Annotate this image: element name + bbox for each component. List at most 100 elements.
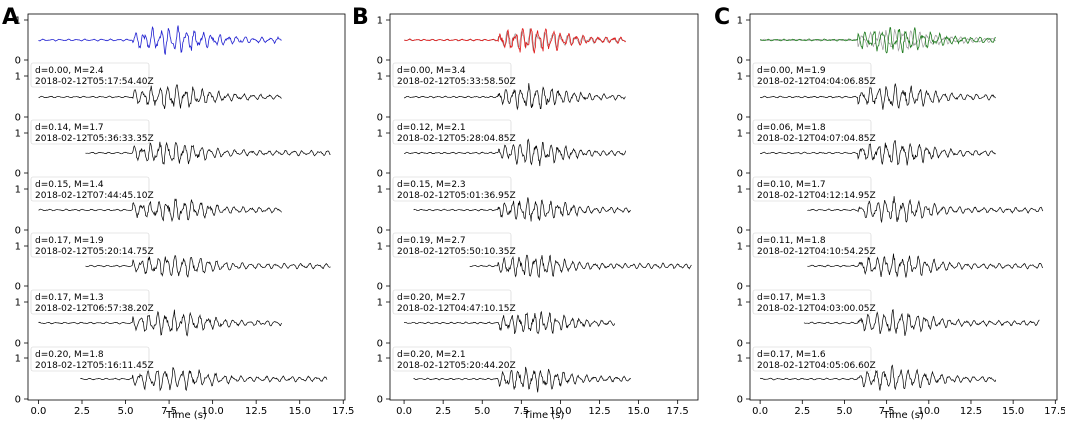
trace-label-box bbox=[752, 176, 872, 202]
y-tick-label: 0 bbox=[377, 56, 383, 67]
y-tick-label: 0 bbox=[15, 56, 21, 67]
x-tick-label: 15.0 bbox=[627, 406, 649, 417]
panel-letter: C bbox=[714, 5, 730, 30]
x-tick-label: 10.0 bbox=[549, 406, 571, 417]
y-tick-label: 1 bbox=[15, 354, 21, 365]
y-tick-label: 1 bbox=[737, 185, 743, 196]
trace-label-line1: d=0.15, M=1.4 bbox=[35, 180, 104, 190]
trace-label-line2: 2018-02-12T05:28:04.85Z bbox=[397, 134, 516, 144]
trace-label-line2: 2018-02-12T04:10:54.25Z bbox=[757, 247, 876, 257]
x-tick-label: 5.0 bbox=[837, 406, 853, 417]
trace-label-line1: d=0.00, M=2.4 bbox=[35, 66, 104, 76]
trace bbox=[85, 141, 331, 165]
trace-label-line2: 2018-02-12T04:07:04.85Z bbox=[757, 134, 876, 144]
y-tick-label: 1 bbox=[15, 298, 21, 309]
template-trace bbox=[38, 25, 282, 55]
y-tick-label: 1 bbox=[737, 298, 743, 309]
trace-label-line2: 2018-02-12T05:33:58.50Z bbox=[397, 77, 516, 87]
y-tick-label: 0 bbox=[737, 282, 743, 293]
trace-label-line1: d=0.00, M=3.4 bbox=[397, 66, 466, 76]
axes-frame bbox=[27, 13, 346, 401]
panel-letter: A bbox=[2, 5, 19, 30]
panel-b: B 0.0 2.5 5.0 7.5 10.0 12.5 15.0 17.5 Time (s) 1 0 1… bbox=[352, 5, 699, 421]
trace-label-box bbox=[392, 62, 512, 88]
trace-label-line2: 2018-02-12T05:16:11.45Z bbox=[35, 361, 154, 371]
template-overlay-trace bbox=[404, 28, 626, 51]
template-trace bbox=[759, 27, 996, 54]
trace bbox=[413, 197, 631, 222]
x-tick-label: 7.5 bbox=[879, 406, 895, 417]
trace-label-box bbox=[392, 119, 512, 145]
y-tick-label: 1 bbox=[737, 72, 743, 83]
y-tick-label: 0 bbox=[15, 395, 21, 406]
trace-label-line1: d=0.17, M=1.3 bbox=[35, 293, 104, 303]
trace-label-box bbox=[30, 176, 150, 202]
trace-label-line2: 2018-02-12T05:20:44.20Z bbox=[397, 361, 516, 371]
y-tick-label: 0 bbox=[737, 226, 743, 237]
trace bbox=[759, 364, 997, 391]
trace-label-box bbox=[752, 62, 872, 88]
trace-label-box bbox=[30, 346, 150, 372]
trace-label-line2: 2018-02-12T07:44:45.10Z bbox=[35, 191, 154, 201]
trace-label-line1: d=0.10, M=1.7 bbox=[757, 180, 826, 190]
trace-label-line2: 2018-02-12T04:03:00.05Z bbox=[757, 304, 876, 314]
trace bbox=[807, 253, 1044, 278]
y-tick-label: 0 bbox=[15, 113, 21, 124]
y-tick-label: 0 bbox=[377, 339, 383, 350]
x-tick-label: 15.0 bbox=[289, 406, 311, 417]
trace-label-box bbox=[392, 176, 512, 202]
y-tick-label: 1 bbox=[377, 354, 383, 365]
trace-label-box bbox=[30, 62, 150, 88]
trace-label-line1: d=0.19, M=2.7 bbox=[397, 236, 466, 246]
panel-letter: B bbox=[352, 5, 369, 30]
trace-label-line1: d=0.20, M=2.1 bbox=[397, 350, 466, 360]
panel-c: C 0.0 2.5 5.0 7.5 10.0 12.5 15.0 17.5 Time (s) 1 0 1… bbox=[714, 5, 1065, 421]
y-tick-label: 0 bbox=[377, 282, 383, 293]
x-tick-label: 5.0 bbox=[118, 406, 134, 417]
y-tick-label: 0 bbox=[737, 169, 743, 180]
trace-label-box bbox=[752, 232, 872, 258]
y-tick-label: 1 bbox=[15, 242, 21, 253]
trace-label-box bbox=[752, 119, 872, 145]
x-tick-label: 10.0 bbox=[201, 406, 223, 417]
trace-label-line2: 2018-02-12T05:36:33.35Z bbox=[35, 134, 154, 144]
x-tick-label: 12.5 bbox=[245, 406, 267, 417]
trace bbox=[38, 309, 283, 337]
y-tick-label: 0 bbox=[15, 282, 21, 293]
x-tick-label: 15.0 bbox=[1002, 406, 1024, 417]
trace-label-line2: 2018-02-12T04:47:10.15Z bbox=[397, 304, 516, 314]
trace-label-line1: d=0.17, M=1.9 bbox=[35, 236, 104, 246]
x-tick-label: 0.0 bbox=[752, 406, 768, 417]
y-tick-label: 1 bbox=[737, 354, 743, 365]
trace bbox=[413, 366, 631, 393]
trace bbox=[469, 254, 692, 278]
x-tick-label: 2.5 bbox=[794, 406, 810, 417]
y-tick-label: 1 bbox=[15, 185, 21, 196]
x-axis-title: Time (s) bbox=[165, 410, 207, 421]
x-tick-label: 2.5 bbox=[74, 406, 90, 417]
x-axis-title: Time (s) bbox=[523, 410, 565, 421]
trace bbox=[38, 198, 282, 223]
trace-label-line2: 2018-02-12T05:20:14.75Z bbox=[35, 247, 154, 257]
y-tick-label: 1 bbox=[15, 72, 21, 83]
y-tick-label: 1 bbox=[377, 16, 383, 27]
x-tick-label: 0.0 bbox=[396, 406, 412, 417]
y-tick-label: 1 bbox=[15, 129, 21, 140]
y-tick-label: 0 bbox=[377, 226, 383, 237]
trace-label-line2: 2018-02-12T05:01:36.95Z bbox=[397, 191, 516, 201]
x-tick-label: 12.5 bbox=[960, 406, 982, 417]
y-tick-label: 0 bbox=[15, 339, 21, 350]
trace-label-line2: 2018-02-12T05:50:10.35Z bbox=[397, 247, 516, 257]
trace-label-line2: 2018-02-12T05:17:54.40Z bbox=[35, 77, 154, 87]
y-tick-label: 0 bbox=[737, 56, 743, 67]
trace-label-line2: 2018-02-12T04:05:06.60Z bbox=[757, 361, 876, 371]
x-tick-label: 17.5 bbox=[1044, 406, 1065, 417]
trace-label-line2: 2018-02-12T04:04:06.85Z bbox=[757, 77, 876, 87]
trace-label-line1: d=0.06, M=1.8 bbox=[757, 123, 826, 133]
x-tick-label: 0.0 bbox=[30, 406, 46, 417]
trace bbox=[759, 140, 996, 166]
x-tick-label: 12.5 bbox=[588, 406, 610, 417]
trace bbox=[807, 196, 1044, 224]
y-tick-label: 1 bbox=[737, 129, 743, 140]
